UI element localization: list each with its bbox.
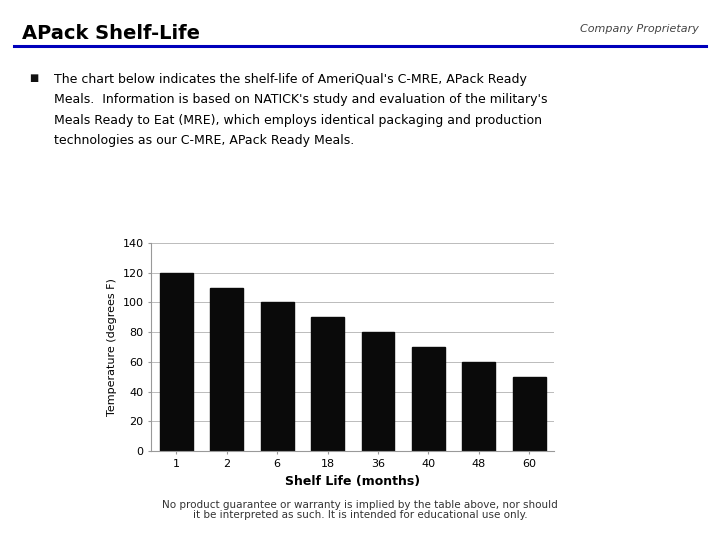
Y-axis label: Temperature (degrees F): Temperature (degrees F) (107, 278, 117, 416)
Text: it be interpreted as such. It is intended for educational use only.: it be interpreted as such. It is intende… (193, 510, 527, 521)
X-axis label: Shelf Life (months): Shelf Life (months) (285, 476, 420, 489)
Bar (210, 287, 243, 451)
Text: Company Proprietary: Company Proprietary (580, 24, 698, 35)
Bar (513, 377, 546, 451)
Text: Meals Ready to Eat (MRE), which employs identical packaging and production: Meals Ready to Eat (MRE), which employs … (54, 114, 542, 127)
Text: ■: ■ (29, 73, 38, 83)
Text: technologies as our C-MRE, APack Ready Meals.: technologies as our C-MRE, APack Ready M… (54, 134, 354, 147)
Text: APack Shelf-Life: APack Shelf-Life (22, 24, 199, 43)
Bar (462, 362, 495, 451)
Bar (361, 332, 395, 451)
Bar (311, 317, 344, 451)
Bar (261, 302, 294, 451)
Text: The chart below indicates the shelf-life of AmeriQual's C-MRE, APack Ready: The chart below indicates the shelf-life… (54, 73, 527, 86)
Text: No product guarantee or warranty is implied by the table above, nor should: No product guarantee or warranty is impl… (162, 500, 558, 510)
Bar (412, 347, 445, 451)
Bar (160, 273, 193, 451)
Text: Meals.  Information is based on NATICK's study and evaluation of the military's: Meals. Information is based on NATICK's … (54, 93, 547, 106)
